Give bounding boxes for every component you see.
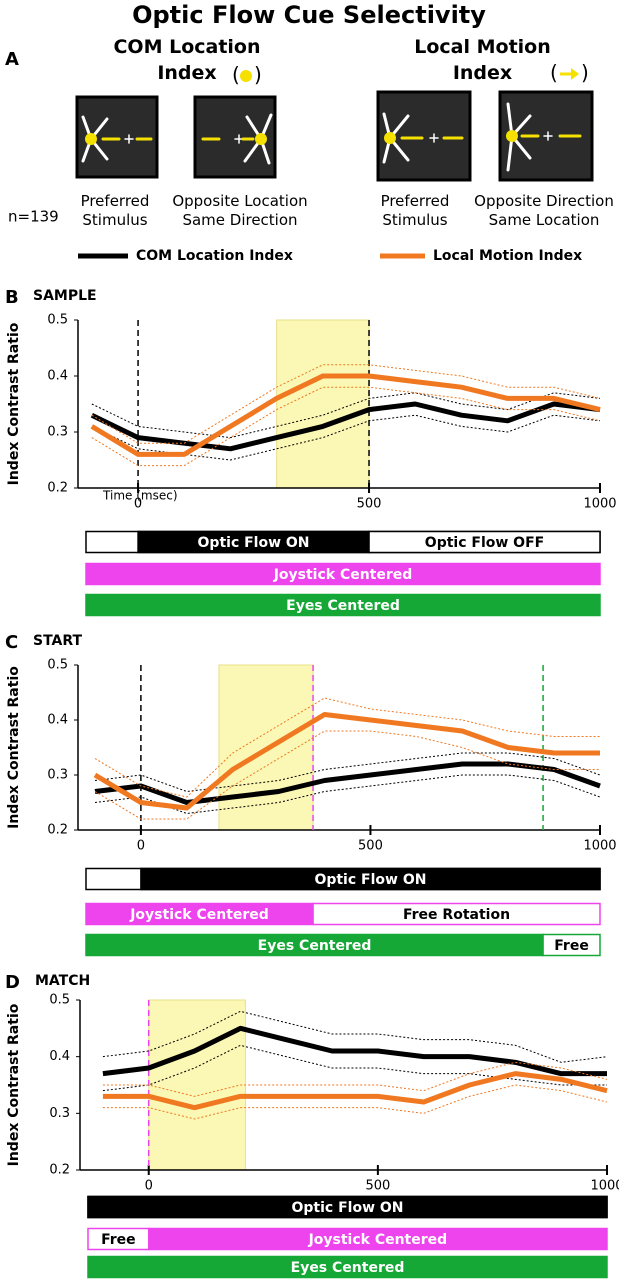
highlight-window	[276, 319, 370, 489]
y-tick-label: 0.4	[49, 1049, 70, 1064]
svg-text:): )	[254, 63, 262, 87]
motion-icon: ()	[550, 61, 589, 85]
y-tick-label: 0.2	[49, 1163, 70, 1178]
y-axis-label: Index Contrast Ratio	[6, 322, 22, 485]
epoch-label: Optic Flow ON	[292, 1200, 404, 1216]
epoch-label: Optic Flow ON	[198, 535, 310, 551]
index-title: Local Motion Index	[414, 36, 551, 84]
x-tick-label: 0	[134, 497, 142, 512]
chart-title: MATCH	[35, 973, 90, 989]
confidence-band	[91, 364, 601, 444]
svg-text:): )	[581, 61, 589, 85]
x-tick-label: 1000	[590, 1179, 619, 1194]
confidence-band	[102, 1084, 608, 1120]
epoch-label: Optic Flow ON	[314, 872, 426, 888]
epoch-label: Eyes Centered	[291, 1260, 405, 1276]
chart-title: START	[33, 633, 83, 649]
confidence-band	[94, 730, 600, 820]
confidence-band	[102, 1044, 607, 1092]
y-tick-label: 0.4	[47, 369, 68, 384]
figure-title: Optic Flow Cue Selectivity	[132, 1, 486, 29]
stimulus-caption: Preferred Stimulus	[80, 192, 150, 229]
x-tick-label: 1000	[583, 839, 616, 854]
confidence-band	[94, 752, 601, 792]
y-axis-label: Index Contrast Ratio	[6, 1003, 22, 1166]
com-icon: ()	[232, 63, 262, 87]
panel-label: D	[5, 972, 20, 993]
confidence-band	[94, 697, 600, 798]
highlight-window	[148, 999, 246, 1171]
chart-title: SAMPLE	[33, 288, 97, 304]
epoch-bar	[542, 933, 601, 957]
sample-size: n=139	[8, 208, 59, 226]
epoch-label: Joystick Centered	[308, 1232, 448, 1248]
panel-label: A	[5, 49, 19, 70]
x-tick-label: 1000	[583, 497, 616, 512]
y-tick-label: 0.3	[47, 768, 68, 783]
epoch-label: Joystick Centered	[129, 907, 269, 923]
epoch-bar	[140, 867, 601, 891]
series-line	[90, 401, 601, 452]
series-line	[90, 373, 601, 457]
epoch-label: Free	[101, 1232, 136, 1248]
confidence-band	[94, 774, 601, 814]
epoch-bar	[87, 1195, 608, 1219]
series-line	[102, 1071, 608, 1111]
y-tick-label: 0.4	[47, 713, 68, 728]
stimulus-caption: Opposite Location Same Direction	[172, 192, 308, 229]
confidence-band	[102, 1061, 608, 1097]
epoch-bar	[87, 1255, 608, 1279]
series-line	[94, 761, 601, 805]
y-tick-label: 0.5	[49, 993, 70, 1008]
stimulus-caption: Opposite Direction Same Location	[474, 192, 614, 229]
epoch-bar	[368, 530, 601, 554]
epoch-label: Joystick Centered	[273, 567, 413, 583]
y-axis-label: Index Contrast Ratio	[6, 666, 22, 829]
series-line	[102, 1025, 607, 1077]
stimulus-caption: Preferred Stimulus	[380, 192, 450, 229]
x-tick-label: 500	[365, 1179, 390, 1194]
epoch-bar	[85, 562, 601, 586]
confidence-band	[91, 386, 601, 467]
confidence-band	[91, 392, 601, 439]
epoch-label: Free Rotation	[403, 907, 510, 923]
epoch-label: Eyes Centered	[258, 938, 372, 954]
epoch-bar	[312, 902, 601, 926]
svg-text:(: (	[232, 63, 240, 87]
x-tick-label: 500	[358, 839, 383, 854]
y-tick-label: 0.5	[47, 313, 68, 328]
index-title: COM Location Index	[113, 36, 261, 84]
legend-label: Local Motion Index	[433, 248, 582, 264]
x-axis-label: Time (msec)	[102, 489, 177, 503]
confidence-band	[91, 414, 601, 461]
x-tick-label: 0	[137, 839, 145, 854]
epoch-label: Eyes Centered	[286, 598, 400, 614]
svg-text:(: (	[550, 61, 558, 85]
panel-label: B	[5, 287, 19, 308]
panel-label: C	[5, 632, 18, 653]
epoch-label: Free	[554, 938, 589, 954]
legend-label: COM Location Index	[136, 248, 293, 264]
y-tick-label: 0.5	[47, 658, 68, 673]
epoch-label: Optic Flow OFF	[425, 535, 544, 551]
y-tick-label: 0.2	[47, 481, 68, 496]
stimulus-icons	[75, 90, 594, 182]
x-tick-label: 0	[145, 1179, 153, 1194]
epoch-bar	[147, 1227, 608, 1251]
series-line	[93, 712, 600, 811]
y-tick-label: 0.2	[47, 823, 68, 838]
y-tick-label: 0.3	[47, 425, 68, 440]
x-tick-label: 500	[357, 497, 382, 512]
epoch-bar	[85, 593, 601, 617]
y-tick-label: 0.3	[49, 1106, 70, 1121]
confidence-band	[102, 1010, 608, 1063]
